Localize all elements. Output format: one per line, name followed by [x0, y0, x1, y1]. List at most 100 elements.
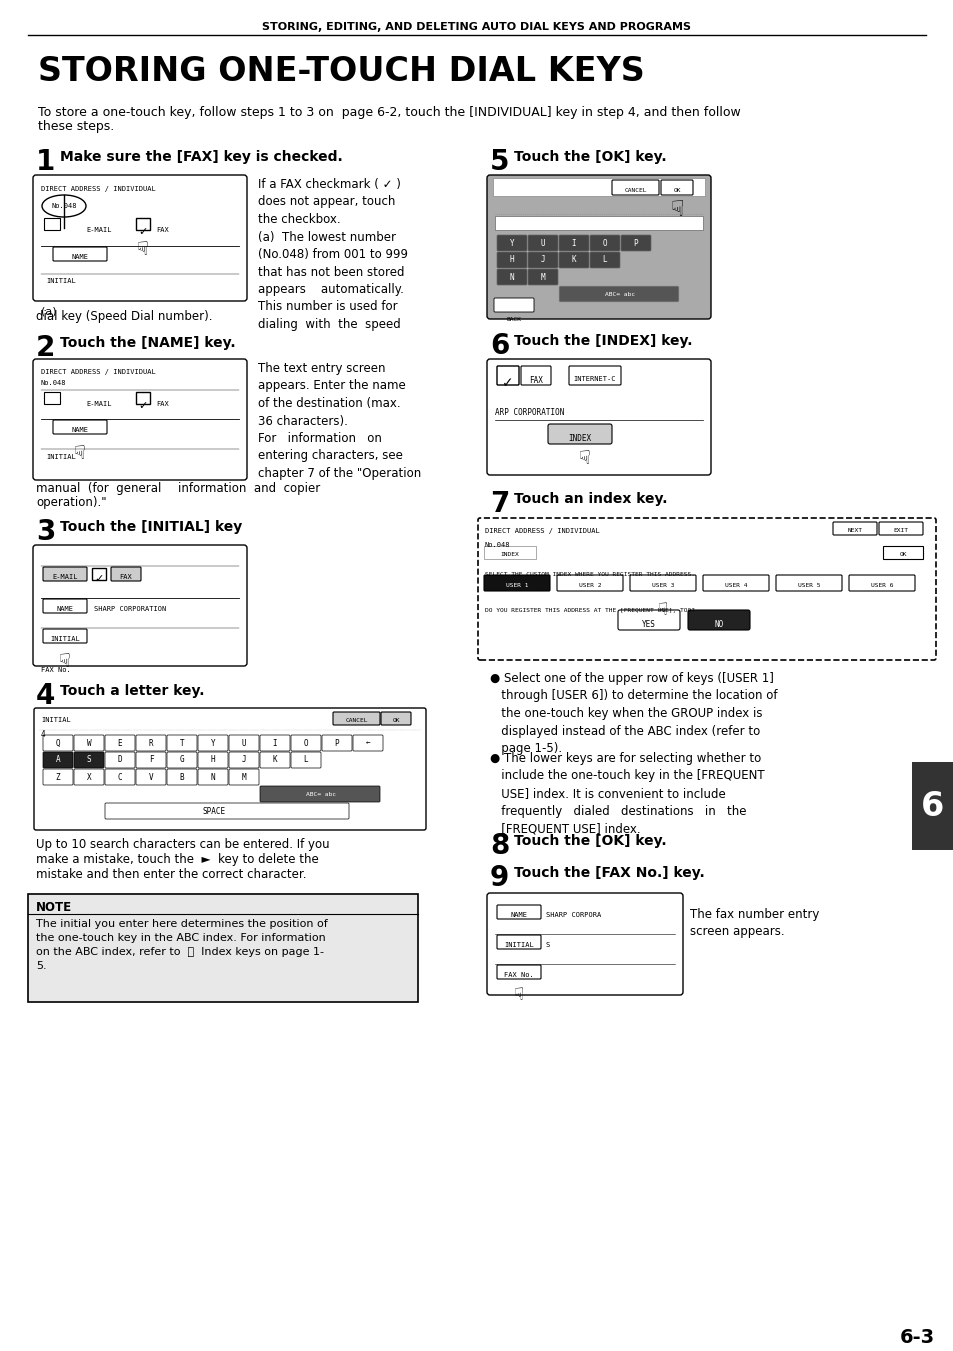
Text: ✓: ✓: [501, 376, 514, 390]
Text: dial key (Speed Dial number).: dial key (Speed Dial number).: [36, 309, 213, 323]
Text: 8: 8: [490, 832, 509, 861]
Text: NO: NO: [714, 620, 723, 630]
Text: USER 1: USER 1: [505, 584, 528, 588]
FancyBboxPatch shape: [198, 735, 228, 751]
Bar: [136, 218, 150, 230]
FancyBboxPatch shape: [333, 712, 379, 725]
Text: I: I: [273, 739, 277, 747]
FancyBboxPatch shape: [486, 359, 710, 476]
Text: DIRECT ADDRESS / INDIVIDUAL: DIRECT ADDRESS / INDIVIDUAL: [41, 186, 155, 192]
FancyBboxPatch shape: [111, 567, 141, 581]
FancyBboxPatch shape: [167, 735, 196, 751]
FancyBboxPatch shape: [291, 735, 320, 751]
Text: 7: 7: [490, 490, 509, 517]
Text: No.048: No.048: [484, 542, 510, 549]
Bar: [91, 567, 106, 580]
FancyBboxPatch shape: [618, 611, 679, 630]
Text: ☟: ☟: [514, 986, 523, 1004]
Text: CANCEL: CANCEL: [624, 188, 646, 193]
Text: mistake and then enter the correct character.: mistake and then enter the correct chara…: [36, 867, 306, 881]
Text: FAX: FAX: [529, 376, 542, 385]
FancyBboxPatch shape: [136, 735, 166, 751]
Text: M: M: [540, 273, 545, 281]
Text: ABC⇔ abc: ABC⇔ abc: [306, 792, 336, 797]
Text: E-MAIL: E-MAIL: [86, 227, 112, 232]
Text: H: H: [211, 755, 215, 765]
Text: Touch an index key.: Touch an index key.: [514, 492, 667, 507]
Text: INITIAL: INITIAL: [46, 454, 75, 459]
Text: 6: 6: [921, 789, 943, 823]
Text: ARP CORPORATION: ARP CORPORATION: [495, 408, 564, 417]
Text: these steps.: these steps.: [38, 120, 114, 132]
Text: SHARP CORPORATION: SHARP CORPORATION: [94, 607, 166, 612]
Text: H: H: [509, 255, 514, 265]
FancyBboxPatch shape: [167, 769, 196, 785]
Text: The fax number entry
screen appears.: The fax number entry screen appears.: [689, 908, 819, 939]
Text: E: E: [117, 739, 122, 747]
Text: DO YOU REGISTER THIS ADDRESS AT THE [FREQUENT USE], TOO?: DO YOU REGISTER THIS ADDRESS AT THE [FRE…: [484, 608, 695, 613]
Text: ☟: ☟: [578, 449, 590, 467]
Text: Touch the [NAME] key.: Touch the [NAME] key.: [60, 336, 235, 350]
FancyBboxPatch shape: [497, 366, 518, 385]
Text: 6: 6: [490, 332, 509, 359]
FancyBboxPatch shape: [497, 253, 526, 267]
FancyBboxPatch shape: [198, 753, 228, 767]
FancyBboxPatch shape: [568, 366, 620, 385]
Text: NAME: NAME: [510, 912, 527, 917]
FancyBboxPatch shape: [547, 424, 612, 444]
FancyBboxPatch shape: [558, 235, 588, 251]
Text: V: V: [149, 773, 153, 781]
Bar: [493, 178, 704, 196]
FancyBboxPatch shape: [558, 286, 679, 303]
Text: FAX: FAX: [156, 227, 169, 232]
FancyBboxPatch shape: [34, 708, 426, 830]
FancyBboxPatch shape: [848, 576, 914, 590]
FancyBboxPatch shape: [105, 769, 135, 785]
FancyBboxPatch shape: [486, 176, 710, 319]
Text: operation).": operation).": [36, 496, 107, 509]
FancyBboxPatch shape: [260, 786, 379, 802]
FancyBboxPatch shape: [105, 735, 135, 751]
Text: SPACE: SPACE: [203, 807, 226, 816]
Text: Touch the [FAX No.] key.: Touch the [FAX No.] key.: [514, 866, 704, 880]
FancyBboxPatch shape: [53, 247, 107, 261]
Text: ☟: ☟: [658, 601, 667, 619]
Text: N: N: [509, 273, 514, 281]
Text: USER 5: USER 5: [797, 584, 820, 588]
Text: 1: 1: [36, 149, 55, 176]
Text: INITIAL: INITIAL: [503, 942, 534, 948]
FancyBboxPatch shape: [136, 753, 166, 767]
FancyBboxPatch shape: [612, 180, 659, 195]
Text: G: G: [179, 755, 184, 765]
Text: ✓: ✓: [94, 574, 104, 584]
Text: T: T: [179, 739, 184, 747]
FancyBboxPatch shape: [483, 546, 536, 559]
FancyBboxPatch shape: [380, 712, 411, 725]
FancyBboxPatch shape: [53, 420, 107, 434]
Text: S: S: [545, 942, 550, 948]
FancyBboxPatch shape: [33, 176, 247, 301]
Text: Z: Z: [55, 773, 60, 781]
FancyBboxPatch shape: [33, 544, 247, 666]
Text: SHARP CORPORA: SHARP CORPORA: [545, 912, 600, 917]
FancyBboxPatch shape: [629, 576, 696, 590]
Text: USER 6: USER 6: [870, 584, 892, 588]
Text: 5: 5: [490, 149, 509, 176]
Text: NAME: NAME: [71, 427, 89, 434]
Text: FAX No.: FAX No.: [41, 667, 71, 673]
Text: O: O: [303, 739, 308, 747]
FancyBboxPatch shape: [497, 935, 540, 948]
FancyBboxPatch shape: [775, 576, 841, 590]
FancyBboxPatch shape: [260, 753, 290, 767]
FancyBboxPatch shape: [105, 753, 135, 767]
FancyBboxPatch shape: [557, 576, 622, 590]
Text: INTERNET-C: INTERNET-C: [573, 376, 616, 382]
FancyBboxPatch shape: [322, 735, 352, 751]
FancyBboxPatch shape: [136, 769, 166, 785]
Text: K: K: [273, 755, 277, 765]
Text: 6-3: 6-3: [899, 1328, 934, 1347]
Text: W: W: [87, 739, 91, 747]
FancyBboxPatch shape: [589, 253, 619, 267]
Text: Make sure the [FAX] key is checked.: Make sure the [FAX] key is checked.: [60, 150, 342, 163]
FancyBboxPatch shape: [527, 269, 558, 285]
